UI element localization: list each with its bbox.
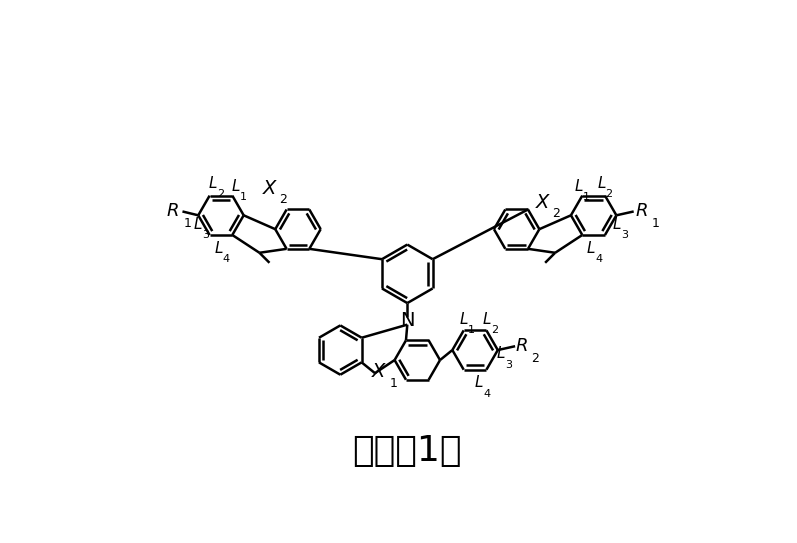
Text: X: X	[372, 362, 386, 381]
Text: L: L	[575, 179, 583, 194]
Text: 4: 4	[483, 389, 490, 399]
Text: L: L	[497, 346, 505, 362]
Text: R: R	[635, 203, 648, 220]
Text: 1: 1	[240, 192, 247, 202]
Text: L: L	[597, 176, 606, 191]
Text: 3: 3	[505, 359, 512, 370]
Text: L: L	[587, 241, 595, 256]
Text: R: R	[167, 203, 179, 220]
Text: 2: 2	[532, 352, 539, 364]
Text: 2: 2	[606, 189, 613, 199]
Text: X: X	[263, 179, 277, 198]
Text: L: L	[482, 312, 491, 327]
Text: 2: 2	[218, 189, 225, 199]
Text: L: L	[475, 375, 483, 390]
Text: L: L	[613, 217, 621, 232]
Text: N: N	[400, 311, 414, 330]
Text: 2: 2	[280, 193, 288, 206]
Text: 4: 4	[223, 254, 230, 264]
Text: L: L	[231, 179, 240, 194]
Text: L: L	[214, 241, 223, 256]
Text: L: L	[459, 312, 468, 327]
Text: 2: 2	[491, 325, 498, 336]
Text: 1: 1	[583, 192, 591, 202]
Text: L: L	[194, 217, 202, 232]
Text: X: X	[536, 193, 549, 212]
Text: 1: 1	[390, 377, 398, 390]
Text: 3: 3	[202, 230, 209, 241]
Text: L: L	[209, 176, 218, 191]
Text: 1: 1	[468, 325, 475, 336]
Text: 4: 4	[595, 254, 603, 264]
Text: 通式（1）: 通式（1）	[352, 434, 462, 468]
Text: 1: 1	[183, 217, 191, 230]
Text: 2: 2	[552, 207, 560, 220]
Text: 1: 1	[651, 217, 659, 230]
Text: 3: 3	[621, 230, 628, 241]
Text: R: R	[515, 337, 528, 355]
